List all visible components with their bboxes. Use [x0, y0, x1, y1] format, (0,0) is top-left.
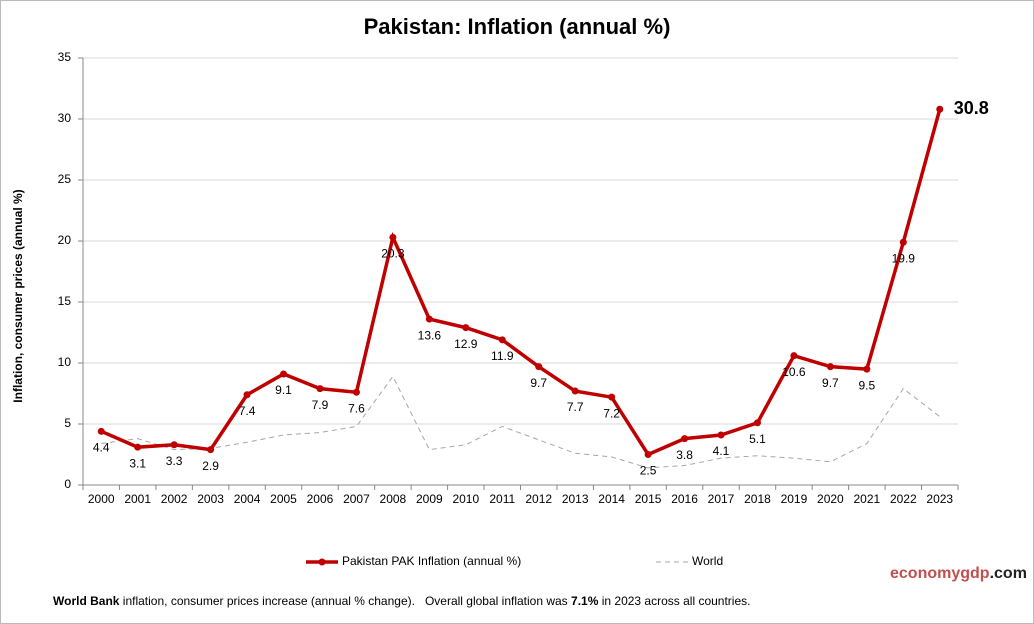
data-label: 20.3 [381, 247, 405, 261]
x-tick-label: 2020 [817, 492, 844, 506]
legend-marker [318, 558, 326, 566]
data-label: 12.9 [454, 337, 478, 351]
point [316, 385, 324, 393]
x-tick-label: 2014 [598, 492, 625, 506]
data-label: 3.3 [166, 454, 183, 468]
series-line [101, 375, 941, 469]
point [644, 451, 652, 458]
point [207, 446, 215, 454]
x-tick-label: 2004 [234, 492, 261, 506]
x-tick-label: 2022 [890, 492, 917, 506]
point [717, 431, 725, 439]
point [134, 443, 142, 451]
point [352, 388, 360, 396]
y-tick-label: 25 [58, 172, 72, 186]
data-label: 9.7 [530, 376, 547, 390]
x-tick-label: 2007 [343, 492, 370, 506]
point [462, 324, 470, 332]
data-label: 3.1 [129, 456, 146, 470]
x-tick-label: 2006 [307, 492, 334, 506]
x-tick-label: 2015 [635, 492, 662, 506]
data-label: 9.5 [859, 378, 876, 392]
x-tick-label: 2017 [708, 492, 735, 506]
brand-part: economy [890, 565, 961, 582]
series-line [100, 108, 942, 457]
y-axis-title: Inflation, consumer prices (annual %) [11, 189, 25, 402]
data-label: 13.6 [418, 328, 442, 342]
footer-part: World Bank [53, 594, 120, 608]
data-label: 4.1 [713, 444, 730, 458]
point [389, 233, 397, 241]
point [790, 352, 798, 360]
data-label: 2.9 [202, 459, 219, 473]
y-tick-label: 10 [58, 355, 72, 369]
x-tick-label: 2000 [88, 492, 115, 506]
brand-part: gdp [960, 565, 990, 582]
data-label: 2.5 [640, 464, 657, 478]
footer-part: 7.1% [571, 594, 599, 608]
point [753, 419, 761, 427]
data-label: 7.6 [348, 401, 365, 415]
point [936, 105, 944, 113]
data-label: 4.4 [93, 440, 110, 454]
point [863, 365, 871, 373]
x-tick-label: 2021 [854, 492, 881, 506]
point [826, 363, 834, 371]
x-tick-label: 2012 [525, 492, 552, 506]
point [899, 238, 907, 246]
x-tick-label: 2018 [744, 492, 771, 506]
point [280, 370, 288, 378]
data-label: 7.7 [567, 400, 584, 414]
x-tick-label: 2019 [781, 492, 808, 506]
point [571, 387, 579, 395]
data-label: 9.1 [275, 383, 292, 397]
y-tick-label: 30 [58, 111, 72, 125]
point [243, 391, 251, 399]
brand: economygdp.com [890, 565, 1027, 583]
point [498, 336, 506, 344]
x-tick-label: 2011 [489, 492, 515, 506]
x-tick-label: 2009 [416, 492, 443, 506]
y-tick-label: 0 [64, 477, 71, 491]
data-label: 7.9 [312, 398, 329, 412]
footer: World Bank inflation, consumer prices in… [53, 594, 750, 608]
data-label: 10.6 [782, 365, 806, 379]
data-label: 7.4 [239, 404, 256, 418]
data-label: 7.2 [603, 406, 620, 420]
data-label: 5.1 [749, 432, 766, 446]
footer-part: inflation, consumer prices increase (ann… [119, 594, 572, 608]
chart-title: Pakistan: Inflation (annual %) [364, 14, 671, 39]
x-tick-label: 2023 [926, 492, 953, 506]
point [681, 435, 689, 443]
x-tick-label: 2001 [124, 492, 151, 506]
x-tick-label: 2002 [161, 492, 188, 506]
y-tick-label: 35 [58, 50, 72, 64]
x-tick-label: 2013 [562, 492, 589, 506]
legend-label: World [692, 554, 723, 568]
x-tick-label: 2003 [197, 492, 224, 506]
y-tick-label: 20 [58, 233, 72, 247]
data-label: 19.9 [892, 251, 916, 265]
x-tick-label: 2016 [671, 492, 698, 506]
data-label: 11.9 [491, 349, 514, 363]
data-label: 9.7 [822, 376, 839, 390]
point [535, 363, 543, 371]
point [425, 315, 433, 323]
legend-label: Pakistan PAK Inflation (annual %) [342, 554, 521, 568]
footer-part: in 2023 across all countries. [598, 594, 751, 608]
data-label: 30.8 [954, 98, 989, 118]
y-tick-label: 15 [58, 294, 72, 308]
point [608, 393, 616, 401]
y-tick-label: 5 [64, 416, 71, 430]
brand-part: .com [989, 565, 1027, 582]
x-tick-label: 2010 [452, 492, 479, 506]
data-label: 3.8 [676, 448, 693, 462]
point [170, 441, 178, 449]
x-tick-label: 2005 [270, 492, 297, 506]
x-tick-label: 2008 [380, 492, 407, 506]
point [97, 427, 105, 435]
